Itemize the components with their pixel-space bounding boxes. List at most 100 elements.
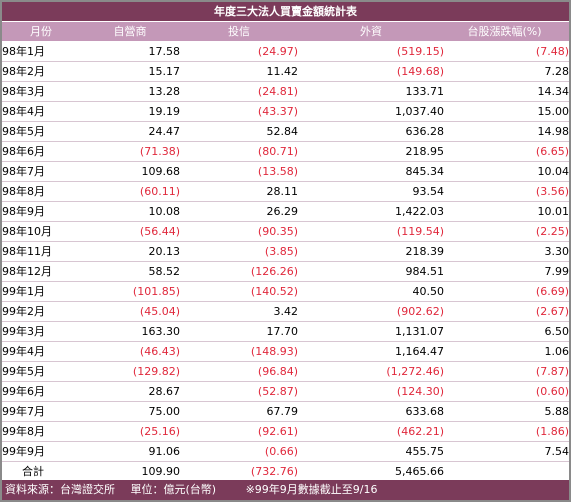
trust-cell: 11.42 (180, 61, 298, 82)
dealer-cell: 109.90 (80, 461, 180, 482)
trust-cell: (140.52) (180, 281, 298, 302)
table-row: 98年4月 19.19 (43.37) 1,037.40 15.00 (2, 101, 569, 122)
dealer-cell: 10.08 (80, 201, 180, 222)
foreign-cell: 1,422.03 (298, 201, 444, 222)
trust-cell: (0.66) (180, 441, 298, 462)
data-rows: 98年1月 17.58 (24.97) (519.15) (7.48) 98年2月 15.1… (2, 42, 569, 482)
table-row: 99年7月 75.00 67.79 633.68 5.88 (2, 401, 569, 422)
index-change-cell: 7.99 (444, 261, 569, 282)
trust-cell: (126.26) (180, 261, 298, 282)
table-row: 99年8月 (25.16) (92.61) (462.21) (1.86) (2, 421, 569, 442)
month-cell: 98年4月 (2, 101, 80, 122)
total-label: 合計 (2, 461, 80, 482)
foreign-cell: 218.39 (298, 241, 444, 262)
index-change-cell: 3.30 (444, 241, 569, 262)
header-foreign: 外資 (360, 25, 382, 38)
trust-cell: 17.70 (180, 321, 298, 342)
month-cell: 98年6月 (2, 141, 80, 162)
table-row: 98年8月 (60.11) 28.11 93.54 (3.56) (2, 181, 569, 202)
dealer-cell: 109.68 (80, 161, 180, 182)
index-change-cell: 7.28 (444, 61, 569, 82)
month-cell: 98年8月 (2, 181, 80, 202)
index-change-cell: (3.56) (444, 181, 569, 202)
dealer-cell: (71.38) (80, 141, 180, 162)
index-change-cell: 14.34 (444, 81, 569, 102)
trust-cell: (3.85) (180, 241, 298, 262)
month-cell: 98年1月 (2, 42, 80, 62)
footer-note: ※99年9月數據截止至9/16 (245, 483, 378, 496)
header-row: 月份 自營商 投信 外資 台股漲跌幅(%) (2, 22, 569, 42)
index-change-cell: 10.01 (444, 201, 569, 222)
month-cell: 98年10月 (2, 221, 80, 242)
month-cell: 99年8月 (2, 421, 80, 442)
foreign-cell: (462.21) (298, 421, 444, 442)
table-row: 98年10月 (56.44) (90.35) (119.54) (2.25) (2, 221, 569, 242)
trust-cell: (80.71) (180, 141, 298, 162)
month-cell: 98年12月 (2, 261, 80, 282)
dealer-cell: 58.52 (80, 261, 180, 282)
table-row: 98年12月 58.52 (126.26) 984.51 7.99 (2, 261, 569, 282)
table-row: 98年5月 24.47 52.84 636.28 14.98 (2, 121, 569, 142)
table-row: 99年3月 163.30 17.70 1,131.07 6.50 (2, 321, 569, 342)
foreign-cell: (119.54) (298, 221, 444, 242)
month-cell: 98年9月 (2, 201, 80, 222)
month-cell: 98年5月 (2, 121, 80, 142)
footer-source: 資料來源：台灣證交所 (5, 483, 115, 496)
foreign-cell: 455.75 (298, 441, 444, 462)
trust-cell: (92.61) (180, 421, 298, 442)
table-row: 99年6月 28.67 (52.87) (124.30) (0.60) (2, 381, 569, 402)
total-row: 合計 109.90 (732.76) 5,465.66 (2, 461, 569, 482)
trust-cell: 26.29 (180, 201, 298, 222)
index-change-cell: (7.87) (444, 361, 569, 382)
table-row: 98年3月 13.28 (24.81) 133.71 14.34 (2, 81, 569, 102)
month-cell: 98年3月 (2, 81, 80, 102)
header-month: 月份 (30, 25, 52, 38)
index-change-cell: (6.69) (444, 281, 569, 302)
dealer-cell: (129.82) (80, 361, 180, 382)
table-row: 98年1月 17.58 (24.97) (519.15) (7.48) (2, 42, 569, 62)
index-change-cell (444, 461, 569, 482)
trust-cell: (52.87) (180, 381, 298, 402)
foreign-cell: 636.28 (298, 121, 444, 142)
table-title: 年度三大法人買賣金額統計表 (2, 2, 569, 22)
foreign-cell: 40.50 (298, 281, 444, 302)
table-row: 99年9月 91.06 (0.66) 455.75 7.54 (2, 441, 569, 462)
index-change-cell: (2.67) (444, 301, 569, 322)
month-cell: 99年7月 (2, 401, 80, 422)
dealer-cell: (60.11) (80, 181, 180, 202)
month-cell: 99年4月 (2, 341, 80, 362)
footer-unit: 單位：億元(台幣) (130, 483, 217, 496)
data-table: 98年1月 17.58 (24.97) (519.15) (7.48) 98年2月 15.1… (2, 42, 569, 482)
index-change-cell: (1.86) (444, 421, 569, 442)
month-cell: 99年2月 (2, 301, 80, 322)
dealer-cell: 19.19 (80, 101, 180, 122)
foreign-cell: (149.68) (298, 61, 444, 82)
foreign-cell: 1,164.47 (298, 341, 444, 362)
dealer-cell: (45.04) (80, 301, 180, 322)
month-cell: 99年6月 (2, 381, 80, 402)
header-dealer: 自營商 (113, 25, 147, 38)
index-change-cell: 14.98 (444, 121, 569, 142)
trust-cell: 67.79 (180, 401, 298, 422)
index-change-cell: 7.54 (444, 441, 569, 462)
table-row: 98年6月 (71.38) (80.71) 218.95 (6.65) (2, 141, 569, 162)
month-cell: 99年1月 (2, 281, 80, 302)
footer-bar: 資料來源：台灣證交所 單位：億元(台幣) ※99年9月數據截止至9/16 (2, 480, 569, 500)
dealer-cell: 17.58 (80, 42, 180, 62)
month-cell: 98年2月 (2, 61, 80, 82)
foreign-cell: 984.51 (298, 261, 444, 282)
dealer-cell: 13.28 (80, 81, 180, 102)
dealer-cell: 75.00 (80, 401, 180, 422)
table-row: 99年2月 (45.04) 3.42 (902.62) (2.67) (2, 301, 569, 322)
foreign-cell: 845.34 (298, 161, 444, 182)
table-row: 99年1月 (101.85) (140.52) 40.50 (6.69) (2, 281, 569, 302)
dealer-cell: (46.43) (80, 341, 180, 362)
month-cell: 98年7月 (2, 161, 80, 182)
dealer-cell: 15.17 (80, 61, 180, 82)
month-cell: 99年5月 (2, 361, 80, 382)
foreign-cell: (124.30) (298, 381, 444, 402)
dealer-cell: 28.67 (80, 381, 180, 402)
dealer-cell: 91.06 (80, 441, 180, 462)
table-row: 98年2月 15.17 11.42 (149.68) 7.28 (2, 61, 569, 82)
foreign-cell: (519.15) (298, 42, 444, 62)
